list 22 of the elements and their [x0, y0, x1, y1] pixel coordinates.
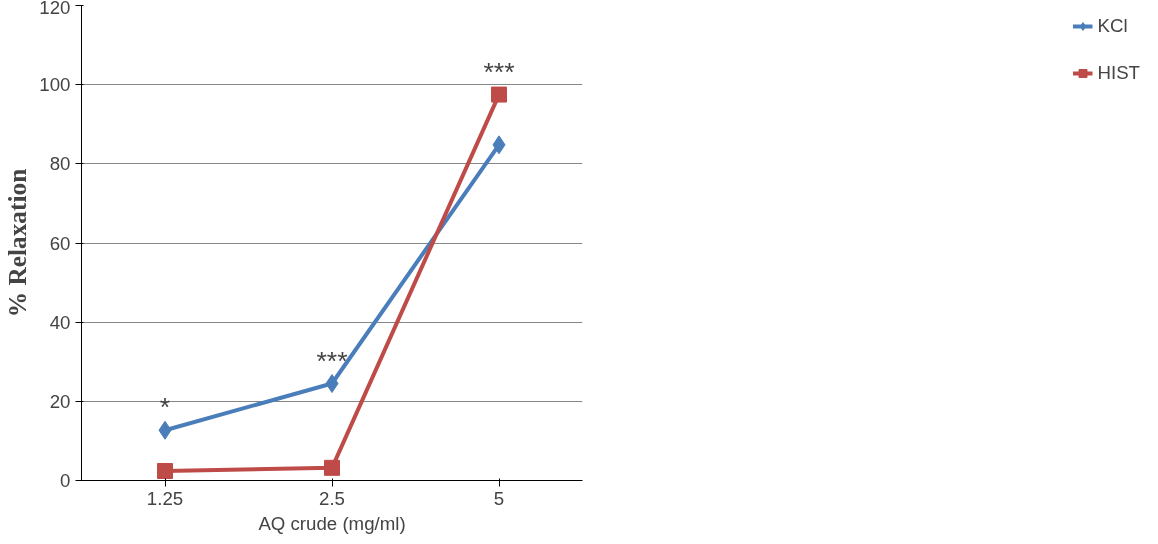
annotation: ***: [316, 345, 348, 376]
y-tick-label: 80: [49, 153, 71, 175]
legend-label: KCl: [1097, 15, 1128, 37]
x-axis-title: AQ crude (mg/ml): [258, 512, 406, 534]
x-tick-label: 1.25: [146, 487, 184, 509]
point: [491, 86, 507, 103]
y-tick-label: 60: [49, 232, 71, 254]
y-tick-label: 20: [49, 390, 71, 412]
y-tick-label: 40: [49, 311, 71, 333]
annotation: ***: [483, 56, 515, 87]
point: [158, 420, 172, 440]
point: [325, 374, 339, 394]
y-tick-label: 100: [39, 74, 71, 96]
point: [492, 135, 506, 155]
y-tick-label: 0: [60, 470, 71, 491]
x-tick-label: 5: [493, 487, 505, 509]
point: [157, 463, 173, 479]
y-tick-label: 120: [39, 0, 71, 18]
legend-label: HIST: [1097, 62, 1140, 84]
x-tick-label: 2.5: [319, 487, 345, 509]
y-axis-title: % Relaxation: [3, 168, 32, 318]
point: [324, 459, 340, 476]
